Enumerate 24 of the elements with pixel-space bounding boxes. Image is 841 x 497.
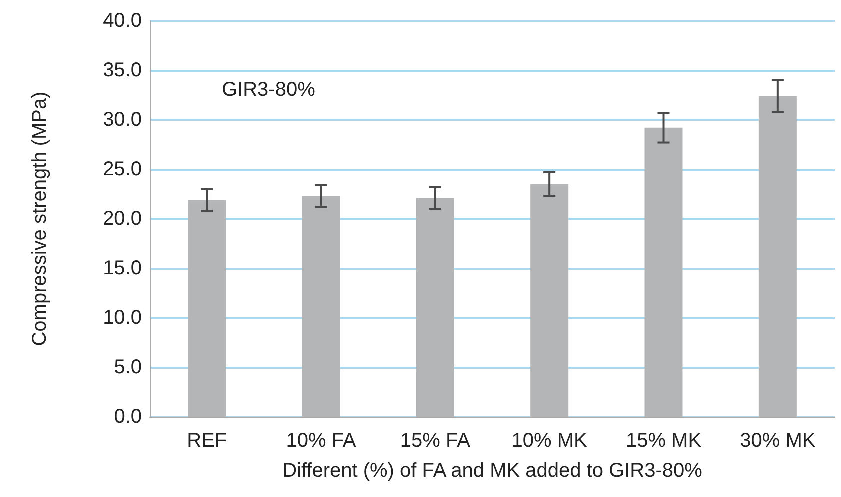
- bar: [530, 184, 569, 417]
- x-tick-label: 10% FA: [286, 430, 357, 452]
- x-tick-label: 15% FA: [400, 430, 472, 452]
- bar: [416, 198, 454, 417]
- x-tick-label: REF: [187, 430, 228, 452]
- y-tick-label: 35.0: [103, 60, 142, 82]
- y-tick-label: 15.0: [103, 258, 142, 280]
- y-tick-label: 25.0: [103, 158, 142, 180]
- bar: [644, 128, 683, 417]
- y-axis-title: Compressive strength (MPa): [29, 92, 51, 346]
- annotation: GIR3-80%: [222, 79, 316, 101]
- y-tick-label: 5.0: [114, 356, 142, 378]
- y-tick-label: 10.0: [103, 307, 142, 329]
- y-tick-label: 20.0: [103, 208, 142, 230]
- bar: [758, 96, 797, 417]
- x-axis-title: Different (%) of FA and MK added to GIR3-80%: [282, 460, 703, 482]
- bar: [302, 196, 340, 417]
- x-tick-label: 10% MK: [512, 430, 588, 452]
- x-tick-label: 15% MK: [626, 430, 702, 452]
- bar: [188, 200, 226, 417]
- y-tick-label: 0.0: [114, 406, 142, 428]
- y-tick-label: 30.0: [103, 109, 142, 131]
- y-tick-label: 40.0: [103, 10, 142, 32]
- x-tick-label: 30% MK: [740, 430, 816, 452]
